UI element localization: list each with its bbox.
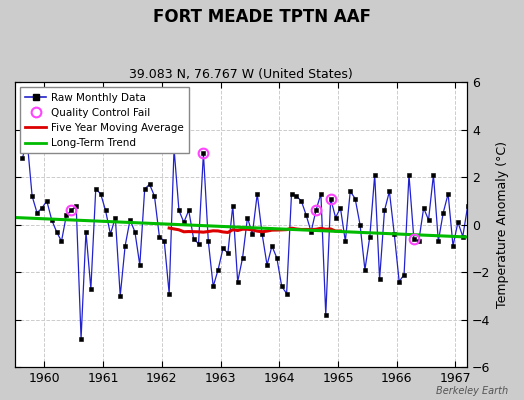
Text: FORT MEADE TPTN AAF: FORT MEADE TPTN AAF bbox=[153, 8, 371, 26]
Y-axis label: Temperature Anomaly (°C): Temperature Anomaly (°C) bbox=[496, 141, 509, 308]
Legend: Raw Monthly Data, Quality Control Fail, Five Year Moving Average, Long-Term Tren: Raw Monthly Data, Quality Control Fail, … bbox=[20, 87, 189, 154]
Title: 39.083 N, 76.767 W (United States): 39.083 N, 76.767 W (United States) bbox=[129, 68, 353, 81]
Text: Berkeley Earth: Berkeley Earth bbox=[436, 386, 508, 396]
